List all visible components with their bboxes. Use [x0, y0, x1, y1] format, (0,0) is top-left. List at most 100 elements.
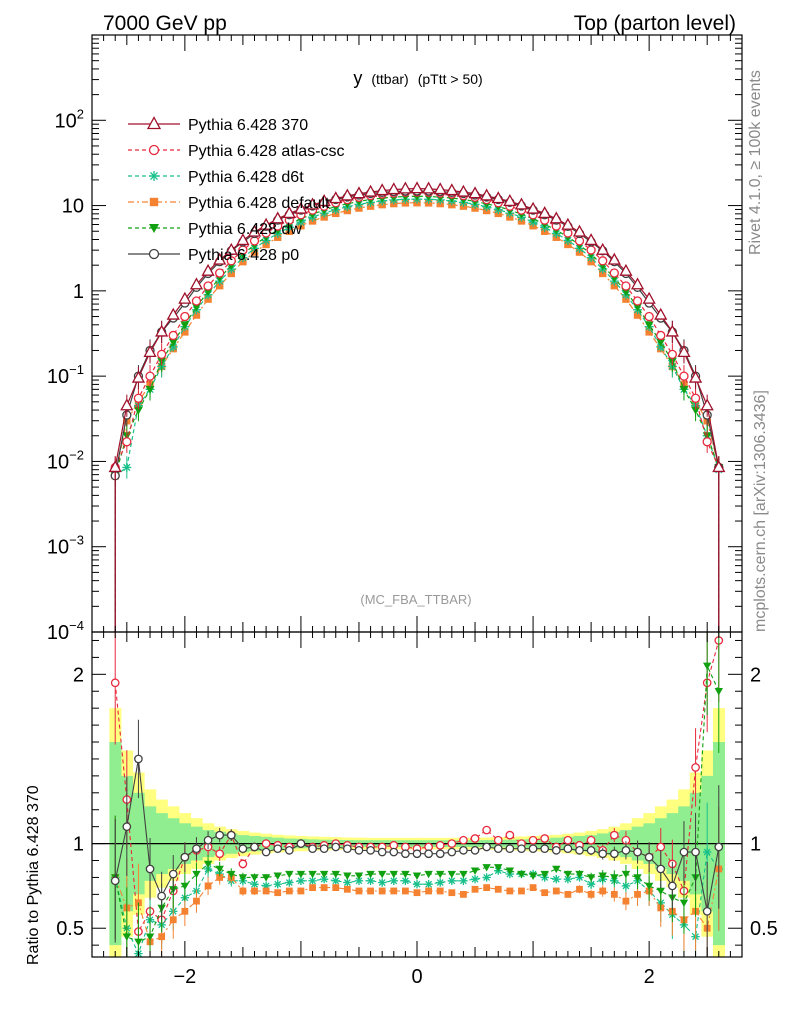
data-point — [331, 870, 340, 879]
title-cut: (pTtt > 50) — [418, 71, 483, 87]
data-point — [609, 830, 619, 840]
data-point — [436, 870, 445, 879]
data-point-stroke — [401, 877, 409, 885]
data-point — [552, 865, 561, 874]
data-point — [108, 460, 122, 473]
data-point — [110, 678, 120, 688]
data-point — [494, 885, 502, 893]
data-point — [309, 884, 316, 891]
data-point — [308, 870, 317, 879]
data-point — [633, 311, 642, 319]
x-tick-label: 0 — [411, 966, 422, 988]
data-point — [178, 291, 192, 304]
data-point — [145, 864, 155, 874]
data-point — [459, 870, 468, 879]
data-point — [145, 371, 155, 381]
data-point-stroke — [564, 875, 572, 883]
data-point — [424, 849, 433, 859]
data-point — [514, 197, 529, 210]
data-point — [505, 844, 515, 854]
data-point — [238, 859, 248, 869]
data-point — [517, 844, 526, 854]
data-point — [632, 296, 643, 306]
data-point — [215, 865, 224, 874]
data-point — [529, 884, 537, 891]
data-point — [702, 847, 712, 857]
ratio-y-tick-label-right: 0.5 — [750, 918, 778, 940]
beam-label: 7000 GeV pp — [103, 12, 227, 35]
data-point — [482, 842, 491, 852]
data-point — [702, 906, 712, 916]
data-point — [410, 181, 424, 194]
legend-item: Pythia 6.428 p0 — [128, 247, 299, 264]
rivet-version: Rivet 4.1.0, ≥ 100k events — [747, 70, 764, 255]
data-point — [262, 887, 270, 895]
series-line — [114, 195, 720, 476]
data-point — [596, 242, 610, 255]
data-point — [610, 281, 619, 290]
data-point — [621, 281, 631, 291]
y-tick-label: 10−3 — [47, 533, 84, 559]
data-point-stroke — [622, 882, 630, 890]
data-point — [482, 873, 491, 882]
y-tick-base: 10 — [47, 451, 69, 473]
data-point — [503, 194, 517, 207]
data-point — [690, 393, 701, 403]
data-point — [354, 872, 364, 880]
data-point — [526, 201, 540, 214]
data-point — [493, 844, 503, 854]
data-point — [528, 844, 538, 854]
data-point — [203, 288, 213, 297]
process-label: Top (parton level) — [574, 12, 736, 35]
data-point — [273, 880, 282, 889]
data-point — [343, 844, 352, 854]
data-point — [460, 890, 467, 898]
data-point — [145, 933, 155, 941]
data-point — [517, 870, 526, 879]
data-point — [320, 884, 328, 891]
data-point-stroke — [297, 877, 305, 885]
title-main: y — [353, 68, 362, 88]
data-point — [274, 889, 282, 897]
data-point — [181, 907, 189, 915]
data-point — [120, 398, 134, 411]
data-point-stroke — [320, 875, 328, 883]
data-point — [226, 830, 236, 840]
data-point — [145, 385, 155, 394]
data-point — [587, 890, 595, 898]
data-point — [505, 830, 515, 840]
series-line — [114, 198, 720, 477]
data-point — [238, 844, 248, 854]
data-point — [203, 281, 213, 291]
data-point — [131, 370, 146, 383]
data-point — [645, 328, 653, 336]
y-tick-exp: 2 — [77, 106, 84, 121]
y-tick-label: 10−1 — [47, 362, 84, 388]
data-point — [665, 324, 679, 337]
data-point-stroke — [703, 848, 711, 856]
data-point — [134, 938, 143, 946]
data-point-stroke — [483, 874, 491, 881]
data-point — [398, 181, 412, 194]
data-point — [598, 256, 608, 266]
data-point — [702, 662, 712, 671]
data-point — [552, 874, 561, 884]
data-point — [691, 847, 700, 857]
data-point — [691, 763, 700, 772]
data-point — [273, 872, 282, 880]
data-point — [226, 256, 236, 266]
data-point — [284, 846, 294, 855]
data-point — [149, 171, 159, 181]
data-point — [192, 311, 201, 319]
data-point — [607, 252, 621, 265]
legend-label: Pythia 6.428 370 — [188, 117, 308, 134]
x-tick-label: −2 — [173, 966, 196, 988]
data-point — [644, 321, 654, 330]
data-point-stroke — [355, 877, 363, 885]
data-point — [203, 835, 213, 845]
data-point-stroke — [378, 879, 386, 886]
legend-item: Pythia 6.428 dw — [128, 221, 302, 238]
data-point — [203, 860, 213, 869]
legend: Pythia 6.428 370 Pythia 6.428 atlas-csc Py… — [128, 116, 345, 264]
